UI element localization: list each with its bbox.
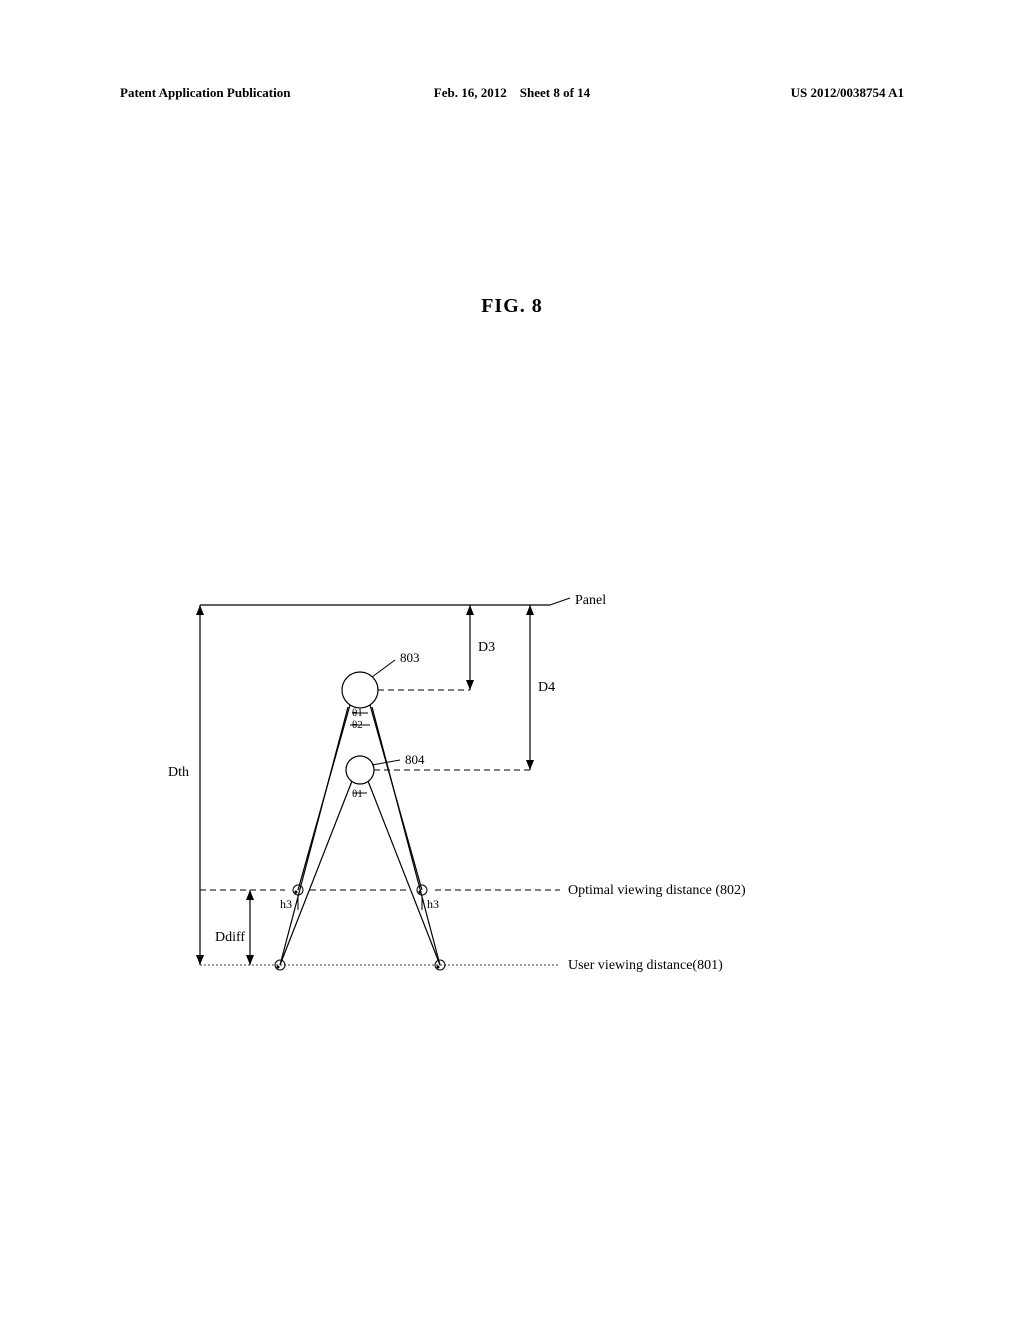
header-sheet: Sheet 8 of 14 [520, 85, 590, 100]
figure-title: FIG. 8 [481, 295, 543, 318]
eye-user-right-pupil [437, 966, 440, 969]
leader-803 [372, 660, 395, 677]
label-h3-left: h3 [280, 897, 292, 912]
line-803-user-right [372, 707, 440, 965]
label-804: 804 [405, 752, 425, 768]
header-publication: Patent Application Publication [120, 85, 381, 101]
ddiff-arrow-bottom [246, 955, 254, 965]
header-date-sheet: Feb. 16, 2012 Sheet 8 of 14 [381, 85, 642, 101]
label-user-viewing: User viewing distance(801) [568, 958, 723, 974]
eye-optimal-right-pupil [419, 891, 422, 894]
diagram: Panel Dth Ddiff D3 D4 803 804 θ1 θ2 θ1 h… [160, 595, 860, 995]
eye-user-left-pupil [277, 966, 280, 969]
line-803-user-left [280, 707, 348, 965]
label-803: 803 [400, 650, 420, 666]
label-theta1-bottom: θ1 [352, 788, 363, 800]
diagram-svg [160, 595, 860, 1015]
label-optimal-viewing: Optimal viewing distance (802) [568, 883, 746, 899]
label-ddiff: Ddiff [215, 930, 245, 946]
label-panel: Panel [575, 593, 606, 609]
d3-arrow-top [466, 605, 474, 615]
header-patent-number: US 2012/0038754 A1 [643, 85, 904, 101]
label-theta2: θ2 [352, 719, 363, 731]
ddiff-arrow-top [246, 890, 254, 900]
label-h3-right: h3 [427, 897, 439, 912]
page-header: Patent Application Publication Feb. 16, … [0, 85, 1024, 101]
d4-arrow-bottom [526, 760, 534, 770]
dth-arrow-top [196, 605, 204, 615]
label-d4: D4 [538, 680, 555, 696]
eye-optimal-left-pupil [295, 891, 298, 894]
dth-arrow-bottom [196, 955, 204, 965]
panel-tick [550, 598, 570, 605]
d4-arrow-top [526, 605, 534, 615]
label-dth: Dth [168, 765, 189, 781]
label-d3: D3 [478, 640, 495, 656]
line-804-left [280, 781, 352, 965]
circle-804 [346, 756, 374, 784]
circle-803 [342, 672, 378, 708]
label-theta1-top: θ1 [352, 707, 363, 719]
d3-arrow-bottom [466, 680, 474, 690]
line-804-right [368, 781, 440, 965]
header-date: Feb. 16, 2012 [434, 85, 507, 100]
